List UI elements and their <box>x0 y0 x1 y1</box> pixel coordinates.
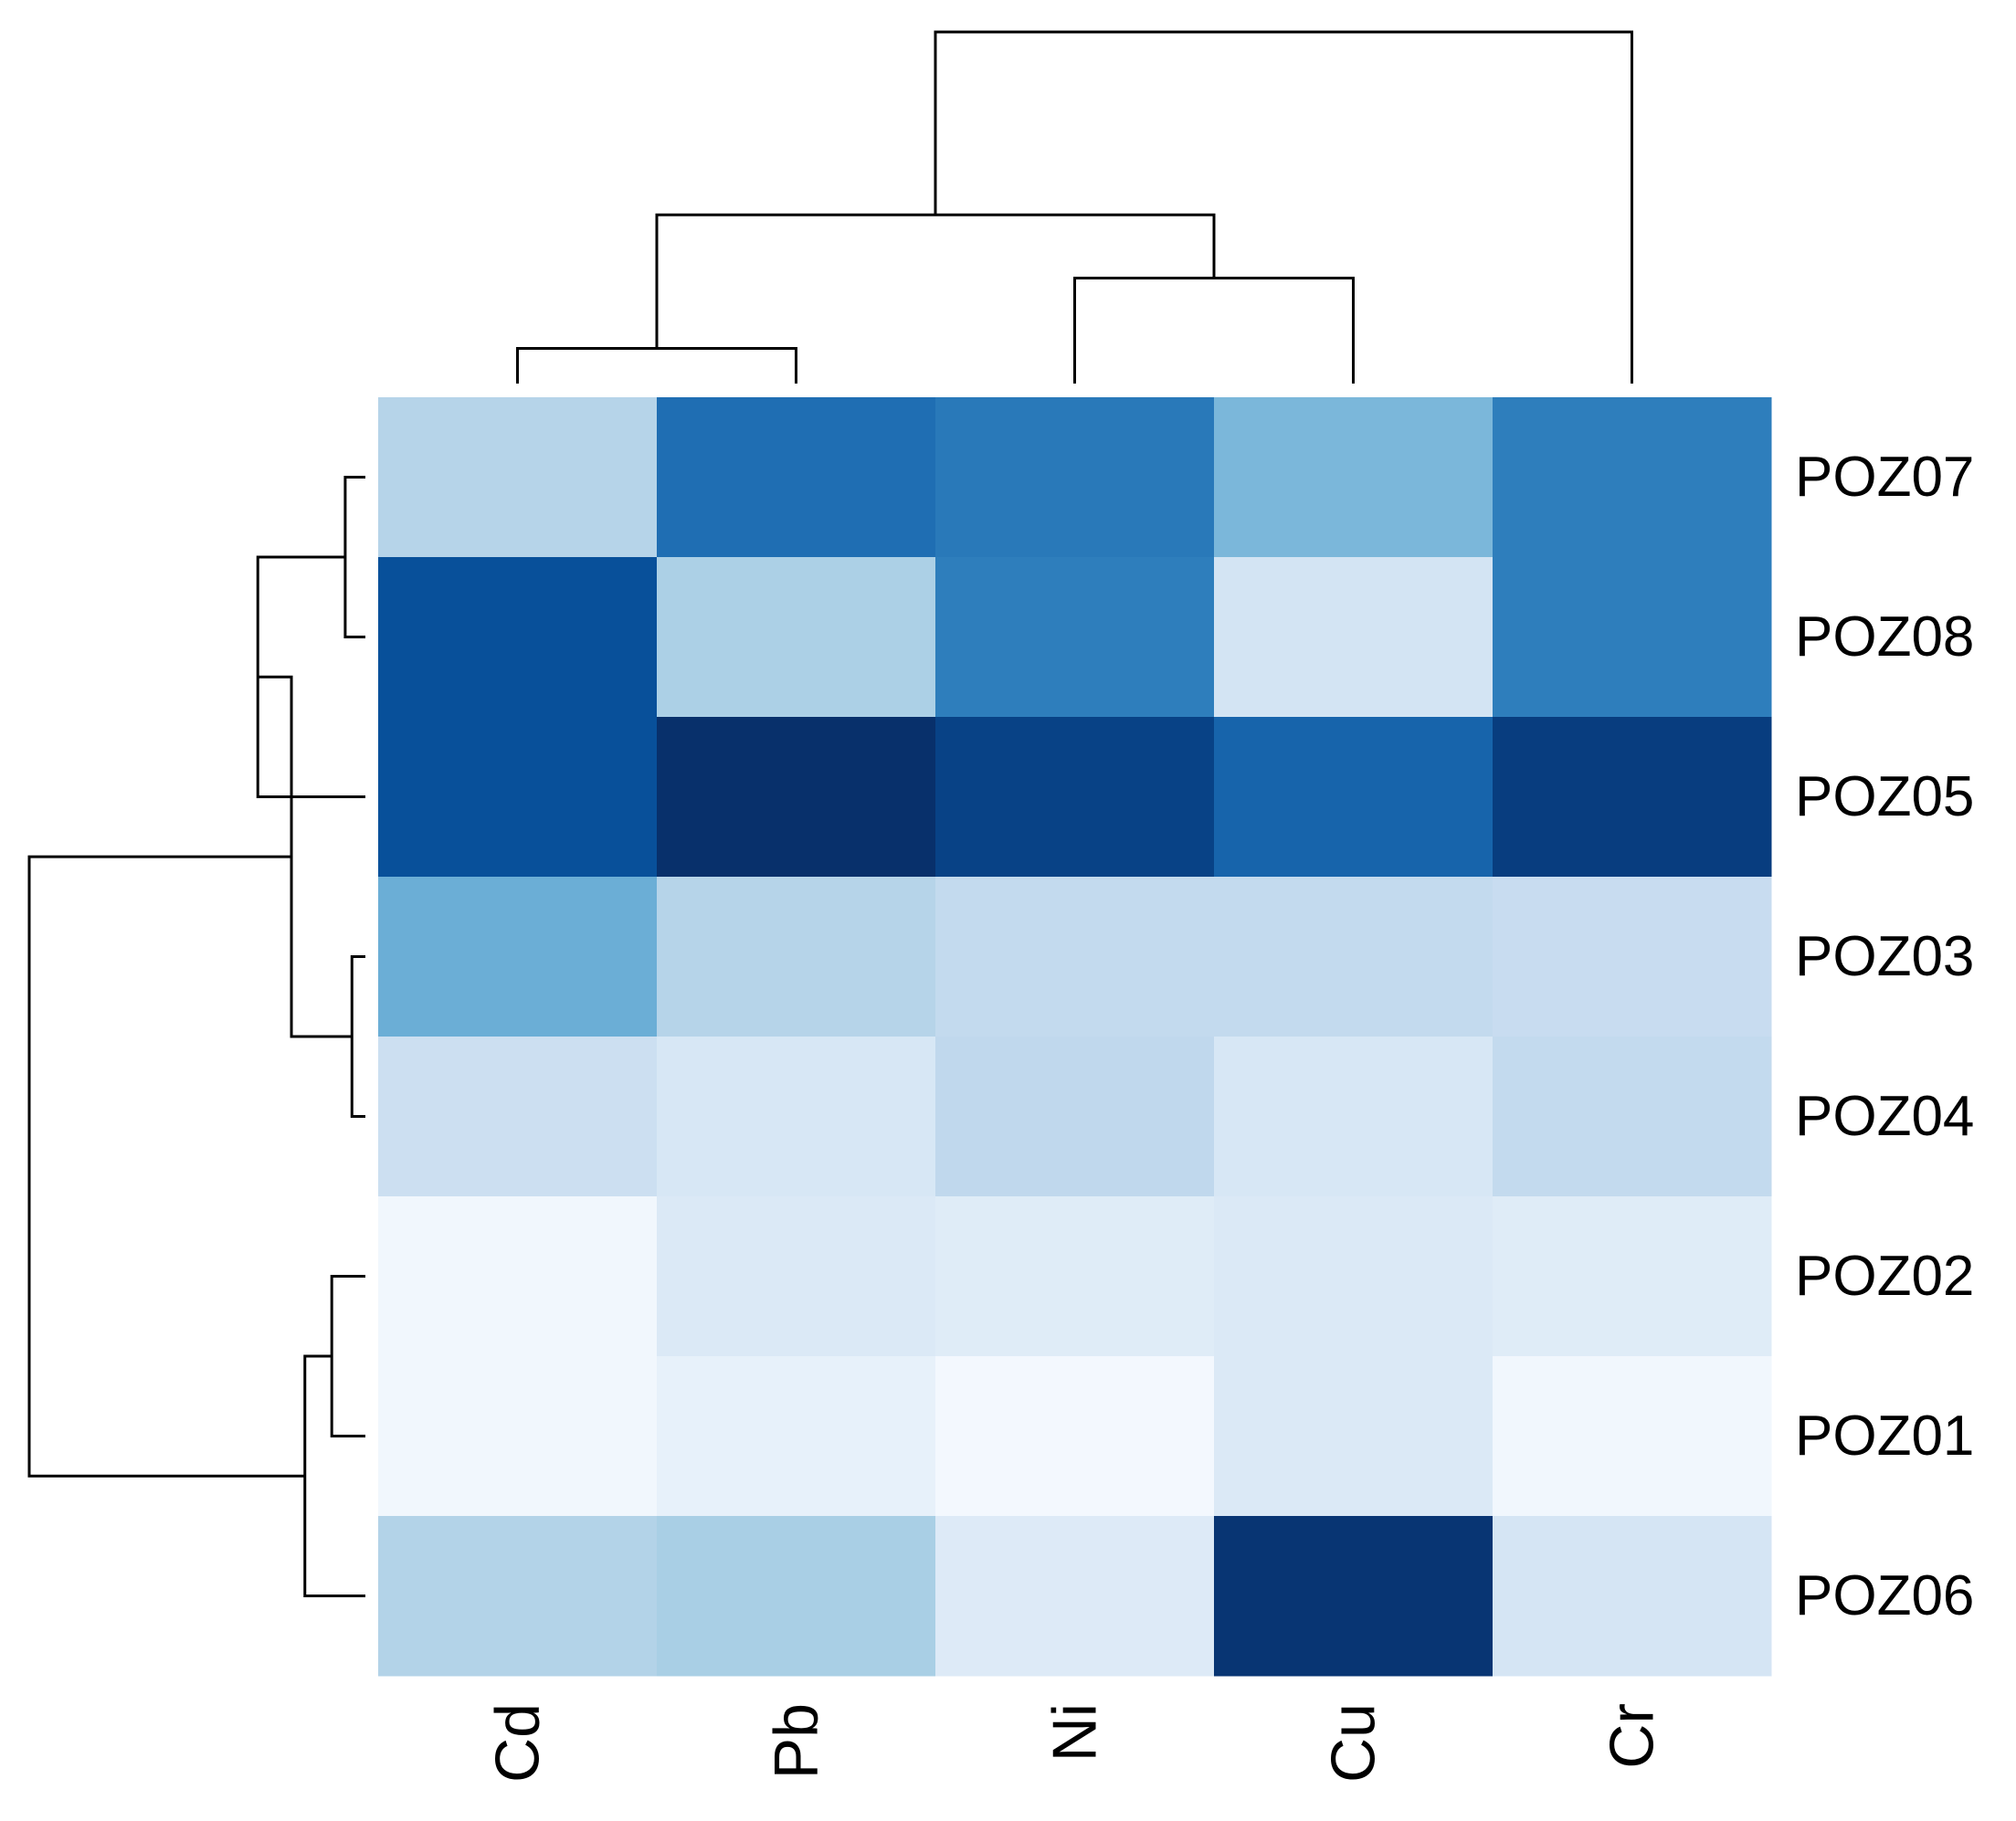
row-dendrogram-link-7 <box>27 855 305 1478</box>
column-dendrogram <box>516 30 1633 384</box>
heatmap-cell-poz08-cr <box>1493 557 1772 718</box>
heatmap-cell-poz07-cr <box>1493 397 1772 558</box>
row-labels: POZ07 POZ08 POZ05 POZ03 POZ04 POZ02 POZ01 POZ06 <box>1795 446 1974 1627</box>
heatmap-cells <box>378 397 1772 1677</box>
heatmap-cell-poz06-cd <box>378 1516 658 1677</box>
heatmap-cell-poz07-cd <box>378 397 658 558</box>
heatmap-cell-poz07-ni <box>935 397 1215 558</box>
heatmap-cell-poz05-cd <box>378 717 658 878</box>
column-label-cd: Cd <box>483 1703 553 1783</box>
column-label-pb: Pb <box>762 1703 831 1779</box>
row-dendrogram-link-1 <box>343 476 365 638</box>
row-label-poz02: POZ02 <box>1795 1245 1974 1308</box>
heatmap-cell-poz08-cu <box>1214 557 1494 718</box>
row-label-poz01: POZ01 <box>1795 1405 1974 1468</box>
heatmap-cell-poz06-pb <box>657 1516 936 1677</box>
heatmap-cell-poz04-cd <box>378 1037 658 1197</box>
heatmap-cell-poz02-cr <box>1493 1196 1772 1357</box>
heatmap-cell-poz07-pb <box>657 397 936 558</box>
heatmap-cell-poz05-cr <box>1493 717 1772 878</box>
heatmap-cell-poz03-cd <box>378 877 658 1037</box>
heatmap-cell-poz02-pb <box>657 1196 936 1357</box>
column-dendrogram-link-1 <box>516 347 797 384</box>
heatmap-cell-poz01-cu <box>1214 1356 1494 1517</box>
heatmap-cell-poz08-cd <box>378 557 658 718</box>
row-dendrogram <box>27 476 365 1597</box>
heatmap-cell-poz01-cr <box>1493 1356 1772 1517</box>
heatmap-cell-poz03-cr <box>1493 877 1772 1037</box>
row-label-poz06: POZ06 <box>1795 1564 1974 1627</box>
column-labels: Cd Pb Ni Cu Cr <box>483 1703 1667 1783</box>
heatmap-cell-poz06-ni <box>935 1516 1215 1677</box>
heatmap-cell-poz08-pb <box>657 557 936 718</box>
column-dendrogram-link-2 <box>1073 277 1355 384</box>
column-dendrogram-link-3 <box>655 213 1216 349</box>
heatmap-cell-poz03-cu <box>1214 877 1494 1037</box>
heatmap-cell-poz05-pb <box>657 717 936 878</box>
heatmap-cell-poz01-ni <box>935 1356 1215 1517</box>
row-label-poz04: POZ04 <box>1795 1085 1974 1148</box>
heatmap-cell-poz03-pb <box>657 877 936 1037</box>
heatmap-cell-poz07-cu <box>1214 397 1494 558</box>
heatmap-cell-poz01-cd <box>378 1356 658 1517</box>
heatmap-cell-poz04-ni <box>935 1037 1215 1197</box>
heatmap-cell-poz01-pb <box>657 1356 936 1517</box>
column-dendrogram-link-4 <box>934 30 1633 384</box>
column-label-ni: Ni <box>1040 1703 1110 1762</box>
heatmap-cell-poz05-cu <box>1214 717 1494 878</box>
row-dendrogram-link-5 <box>303 1354 365 1597</box>
heatmap-cell-poz03-ni <box>935 877 1215 1037</box>
heatmap-cell-poz02-cd <box>378 1196 658 1357</box>
column-label-cr: Cr <box>1598 1703 1667 1769</box>
heatmap-cell-poz08-ni <box>935 557 1215 718</box>
heatmap-cell-poz04-cr <box>1493 1037 1772 1197</box>
row-dendrogram-link-3 <box>330 1275 365 1437</box>
row-label-poz03: POZ03 <box>1795 925 1974 988</box>
heatmap-cell-poz04-cu <box>1214 1037 1494 1197</box>
heatmap-cell-poz05-ni <box>935 717 1215 878</box>
row-label-poz07: POZ07 <box>1795 446 1974 509</box>
row-dendrogram-link-2 <box>350 955 365 1118</box>
row-label-poz05: POZ05 <box>1795 765 1974 828</box>
column-label-cu: Cu <box>1319 1703 1388 1783</box>
heatmap-cell-poz06-cr <box>1493 1516 1772 1677</box>
heatmap-cell-poz02-cu <box>1214 1196 1494 1357</box>
heatmap-cell-poz06-cu <box>1214 1516 1494 1677</box>
row-label-poz08: POZ08 <box>1795 605 1974 668</box>
heatmap-cell-poz02-ni <box>935 1196 1215 1357</box>
heatmap-cell-poz04-pb <box>657 1037 936 1197</box>
